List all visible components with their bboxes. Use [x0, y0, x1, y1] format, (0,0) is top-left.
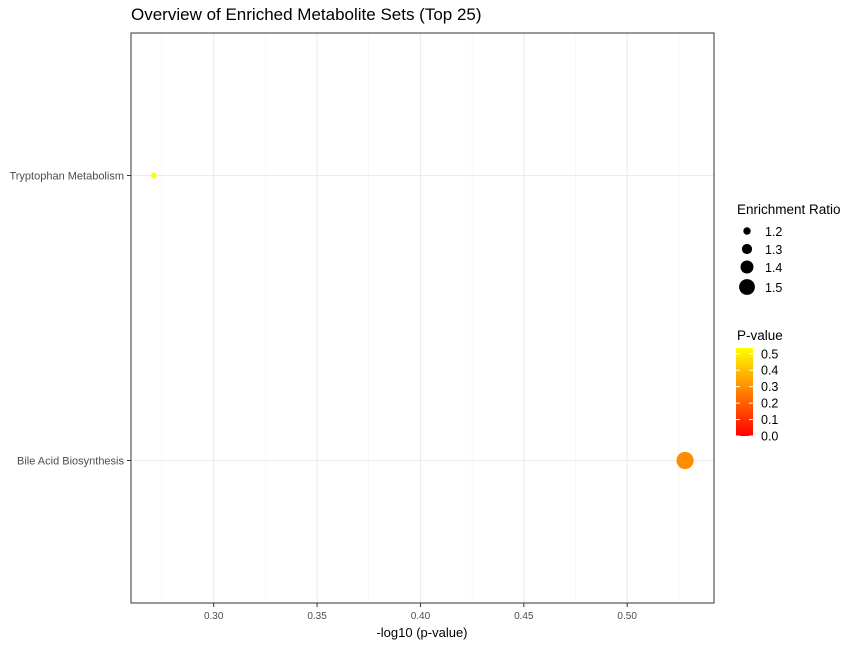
size-legend-dot [741, 243, 753, 255]
plot-panel: 0.30 0.35 0.40 0.45 0.50 Bile Acid Biosynthes… [9, 32, 715, 622]
x-tick-label: 0.45 [514, 611, 534, 622]
y-tick-label: Bile Acid Biosynthesis [17, 456, 124, 468]
x-tick-label: 0.35 [307, 611, 327, 622]
color-legend-title: P-value [737, 328, 783, 343]
size-legend-label: 1.2 [765, 225, 782, 239]
chart-title: Overview of Enriched Metabolite Sets (To… [131, 5, 482, 24]
size-legend-title: Enrichment Ratio [737, 202, 841, 217]
color-legend-label: 0.1 [761, 413, 778, 427]
p-value-legend: P-value 0.5 0.4 0.3 0.2 0.1 0.0 [736, 328, 783, 444]
color-legend-label: 0.2 [761, 397, 778, 411]
data-point [150, 172, 157, 179]
size-legend-dot [739, 279, 755, 295]
x-tick-label: 0.50 [617, 611, 637, 622]
x-tick-label: 0.40 [411, 611, 431, 622]
size-legend-dot [743, 227, 751, 235]
size-legend-label: 1.5 [765, 281, 782, 295]
x-axis-title: -log10 (p-value) [376, 625, 467, 640]
size-legend-dot [740, 260, 754, 274]
size-legend-label: 1.3 [765, 243, 782, 257]
x-tick-label: 0.30 [204, 611, 224, 622]
color-legend-label: 0.0 [761, 430, 778, 444]
y-tick-label: Tryptophan Metabolism [9, 171, 124, 183]
color-legend-label: 0.5 [761, 347, 778, 361]
p-value-colorbar [736, 348, 753, 436]
enrichment-ratio-legend: Enrichment Ratio 1.2 1.3 1.4 1.5 [737, 202, 841, 295]
panel-border [130, 32, 715, 604]
size-legend-label: 1.4 [765, 261, 782, 275]
data-point [676, 451, 694, 470]
color-legend-label: 0.4 [761, 364, 778, 378]
color-legend-label: 0.3 [761, 380, 778, 394]
